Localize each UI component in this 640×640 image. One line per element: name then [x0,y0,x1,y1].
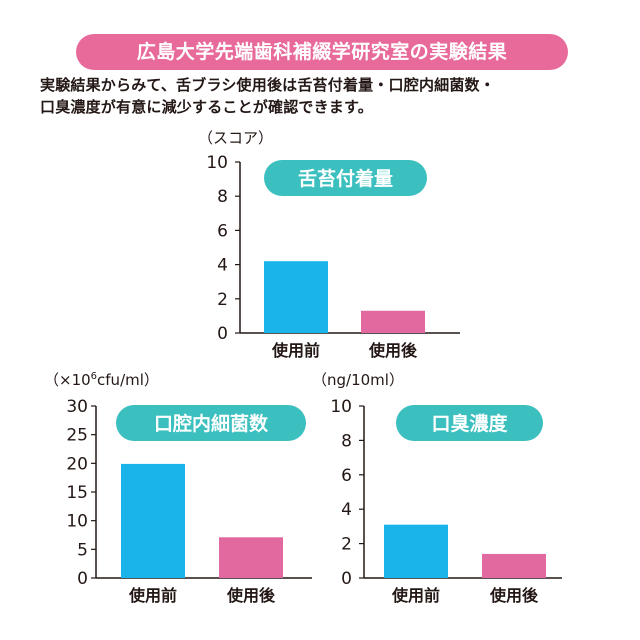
unit-suffix: cfu/ml） [97,371,159,389]
y-tick-label: 2 [217,290,228,310]
chart-unit-label: （ng/10ml） [312,371,404,389]
category-label: 使用後 [489,586,539,605]
y-tick-label: 8 [341,431,352,451]
chart-title-pill-bg [116,405,306,441]
chart-title: 口腔内細菌数 [154,412,269,435]
bar-after [361,310,425,333]
y-tick-label: 15 [66,483,88,503]
description-line-1: 実験結果からみて、舌ブラシ使用後は舌苔付着量・口腔内細菌数・ [40,76,495,94]
y-tick-label: 5 [77,540,88,560]
y-tick-label: 4 [341,500,352,520]
chart-title: 舌苔付着量 [298,167,393,190]
category-label: 使用後 [368,341,418,360]
category-label: 使用前 [128,586,177,605]
chart-title-pill: 舌苔付着量 [264,160,427,196]
category-label: 使用前 [391,586,440,605]
y-tick-label: 6 [217,221,228,241]
unit-prefix: （×10 [44,371,91,389]
bar-before [384,524,448,578]
bar-after [482,553,546,578]
y-tick-label: 0 [341,569,352,589]
bar-before [264,261,328,333]
description-line-2: 口臭濃度が有意に減少することが確認できます。 [40,98,373,116]
bar-after [219,537,283,578]
y-tick-label: 4 [217,256,228,276]
title-banner: 広島大学先端歯科補綴学研究室の実験結果 [76,34,568,70]
y-tick-label: 0 [217,324,228,344]
y-tick-label: 2 [341,535,352,555]
chart-unit-label: （スコア） [198,129,273,147]
y-tick-label: 10 [330,397,352,417]
y-tick-label: 0 [77,569,88,589]
y-tick-label: 6 [341,466,352,486]
y-tick-label: 8 [217,187,228,207]
unit-exponent: 6 [91,371,97,382]
chart-title-pill: 口腔内細菌数 [116,405,306,441]
y-tick-label: 10 [206,153,228,173]
y-tick-label: 10 [66,512,88,532]
chart-title-pill: 口臭濃度 [396,405,543,441]
chart-title: 口臭濃度 [431,412,508,435]
category-label: 使用前 [271,341,320,360]
chart-title-pill-bg [264,160,427,196]
y-tick-label: 25 [66,426,88,446]
y-tick-label: 20 [66,454,88,474]
chart-title-pill-bg [396,405,543,441]
category-label: 使用後 [226,586,276,605]
y-tick-label: 30 [66,397,88,417]
chart-unit-label: （×106cfu/ml） [44,371,159,389]
bar-before [121,463,185,578]
description: 実験結果からみて、舌ブラシ使用後は舌苔付着量・口腔内細菌数・ 口臭濃度が有意に減… [40,74,620,118]
